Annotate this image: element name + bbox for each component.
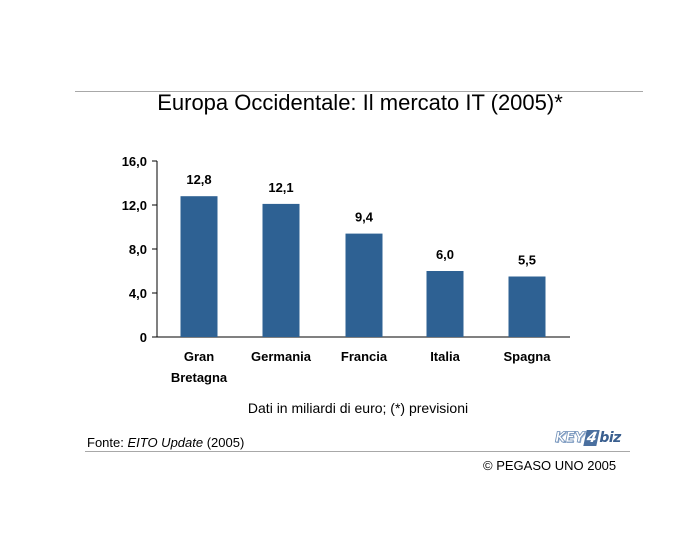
data-label: 5,5 bbox=[518, 253, 536, 268]
y-tick-label: 16,0 bbox=[122, 154, 147, 169]
category-label: Francia bbox=[341, 349, 388, 364]
y-tick-label: 12,0 bbox=[122, 198, 147, 213]
bar bbox=[262, 203, 300, 337]
category-label: Spagna bbox=[504, 349, 552, 364]
bar bbox=[508, 276, 546, 337]
source-prefix: Fonte: bbox=[87, 435, 128, 450]
data-label: 12,8 bbox=[186, 172, 211, 187]
category-label: Germania bbox=[251, 349, 312, 364]
top-divider bbox=[75, 91, 643, 92]
data-label: 12,1 bbox=[268, 180, 293, 195]
copyright: © PEGASO UNO 2005 bbox=[483, 458, 617, 473]
category-label: Italia bbox=[430, 349, 460, 364]
data-label: 9,4 bbox=[355, 210, 374, 225]
chart-title: Europa Occidentale: Il mercato IT (2005)… bbox=[157, 90, 563, 115]
category-label: Gran Bretagna bbox=[171, 349, 228, 385]
y-tick-label: 0 bbox=[140, 330, 147, 345]
bar bbox=[345, 233, 383, 337]
y-tick-label: 8,0 bbox=[129, 242, 147, 257]
source-work: EITO Update bbox=[127, 435, 204, 450]
data-label: 6,0 bbox=[436, 247, 454, 262]
chart-note: Dati in miliardi di euro; (*) previsioni bbox=[247, 400, 469, 416]
key4biz-logo: KEY4biz bbox=[555, 430, 622, 447]
bar bbox=[426, 271, 464, 337]
bottom-divider bbox=[85, 451, 630, 452]
y-tick-label: 4,0 bbox=[129, 286, 147, 301]
source-credit: Fonte: EITO Update (2005) bbox=[87, 435, 244, 450]
bar bbox=[180, 196, 218, 337]
source-suffix: (2005) bbox=[203, 435, 245, 450]
